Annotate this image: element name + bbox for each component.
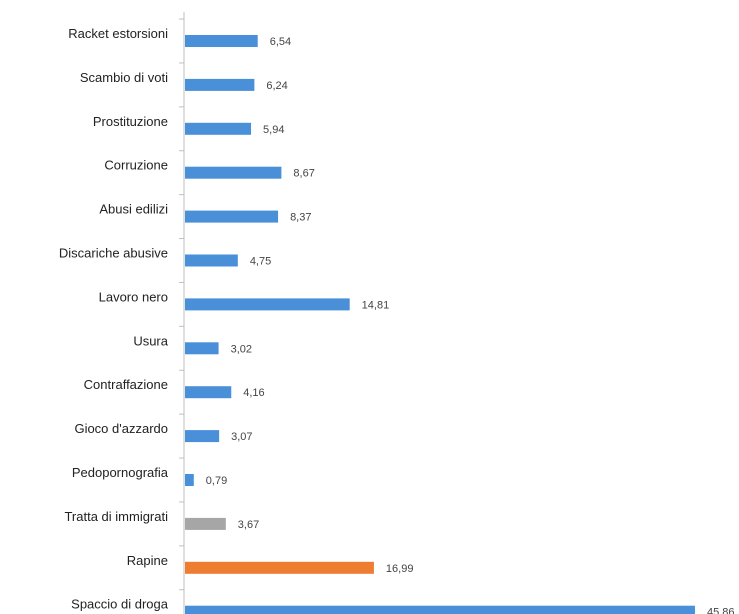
data-label: 5,94 [263,124,284,136]
bar [185,166,282,179]
bar [185,561,374,574]
bar [185,386,232,399]
category-label: Usura [133,333,168,348]
data-label: 4,75 [250,256,271,268]
category-label: Prostituzione [93,114,168,129]
category-label: Abusi edilizi [99,202,168,217]
category-label: Spaccio di droga [71,597,169,612]
bar [185,35,258,47]
bar [185,605,695,614]
data-label: 6,54 [270,36,291,48]
bar [185,298,350,311]
bar [185,474,194,486]
bar [185,254,238,267]
category-label: Discariche abusive [59,246,168,261]
category-label: Gioco d'azzardo [74,421,168,436]
data-label: 3,02 [231,343,252,355]
data-label: 8,67 [293,168,314,180]
bar [185,122,252,135]
data-label: 14,81 [362,299,390,311]
data-label: 16,99 [386,563,414,575]
data-label: 8,37 [290,212,311,224]
data-label: 3,67 [238,519,259,531]
data-label: 6,24 [266,80,287,92]
data-label: 4,16 [243,387,264,399]
category-label: Contraffazione [84,377,168,392]
bar [185,78,255,91]
category-label: Scambio di voti [80,70,168,85]
category-label: Lavoro nero [99,289,168,304]
bars [185,35,695,614]
category-label: Pedopornografia [72,465,169,480]
bar [185,342,219,355]
category-label: Rapine [127,553,168,568]
bar [185,517,226,530]
category-label: Racket estorsioni [68,26,168,41]
value-labels: 6,54 6,24 5,94 8,67 8,37 4,75 14,81 3,02 4,16 3,0… [206,36,735,614]
bar [185,430,220,443]
axis-ticks [179,18,184,591]
data-label: 0,79 [206,475,227,487]
category-label: Corruzione [104,158,168,173]
data-label: 45,86 [707,607,735,614]
category-label: Tratta di immigrati [64,509,168,524]
category-labels: Racket estorsioni Scambio di voti Prostitu… [59,26,169,612]
data-label: 3,07 [231,431,252,443]
bar [185,210,279,223]
